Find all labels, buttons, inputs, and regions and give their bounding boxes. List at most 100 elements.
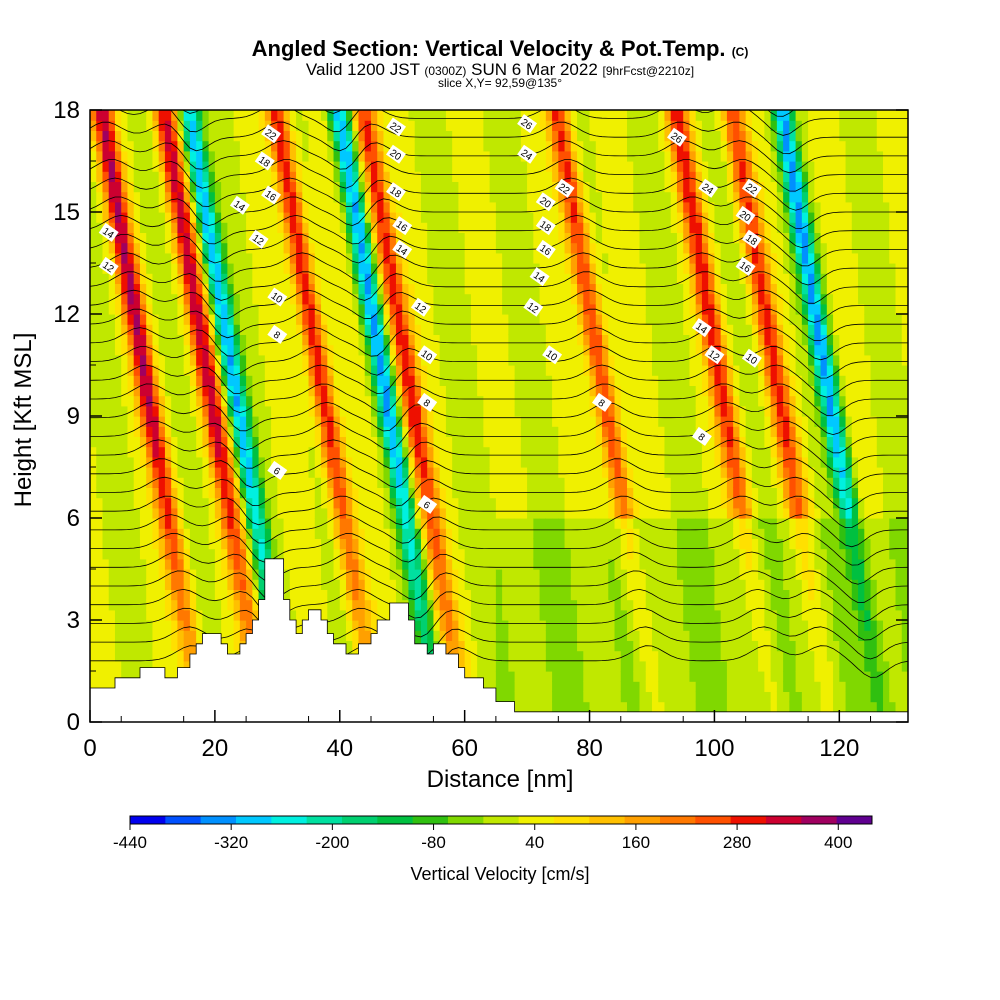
- velocity-cell: [146, 110, 154, 121]
- velocity-cell: [539, 426, 547, 437]
- velocity-cell: [308, 548, 316, 560]
- velocity-cell: [383, 324, 391, 335]
- velocity-cell: [527, 201, 534, 213]
- velocity-cell: [258, 365, 266, 376]
- velocity-cell: [146, 365, 154, 376]
- velocity-cell: [152, 589, 160, 601]
- velocity-cell: [583, 263, 591, 274]
- velocity-cell: [302, 507, 310, 519]
- velocity-cell: [146, 334, 154, 346]
- velocity-cell: [439, 324, 447, 335]
- velocity-cell: [333, 446, 341, 458]
- velocity-cell: [383, 140, 391, 152]
- velocity-cell: [202, 120, 210, 131]
- velocity-cell: [214, 548, 222, 560]
- velocity-cell: [202, 487, 210, 499]
- velocity-cell: [196, 150, 203, 162]
- velocity-cell: [364, 201, 372, 213]
- velocity-cell: [233, 436, 241, 448]
- velocity-cell: [321, 150, 328, 162]
- velocity-cell: [252, 365, 260, 376]
- velocity-cell: [146, 569, 154, 580]
- velocity-cell: [233, 599, 241, 611]
- velocity-cell: [90, 263, 97, 274]
- velocity-cell: [414, 599, 422, 611]
- velocity-cell: [96, 395, 104, 407]
- velocity-cell: [264, 354, 272, 366]
- velocity-cell: [96, 181, 104, 193]
- velocity-cell: [239, 589, 247, 601]
- velocity-cell: [589, 446, 597, 458]
- velocity-cell: [108, 467, 116, 478]
- velocity-cell: [121, 150, 129, 162]
- velocity-cell: [602, 344, 609, 356]
- velocity-cell: [233, 477, 241, 488]
- velocity-cell: [564, 140, 572, 152]
- velocity-cell: [514, 558, 522, 570]
- velocity-cell: [558, 191, 566, 203]
- velocity-cell: [252, 599, 260, 611]
- velocity-cell: [283, 161, 291, 172]
- velocity-cell: [264, 507, 272, 519]
- velocity-cell: [589, 538, 597, 550]
- velocity-cell: [202, 273, 210, 284]
- velocity-cell: [183, 273, 191, 284]
- velocity-cell: [545, 354, 553, 366]
- velocity-cell: [370, 405, 378, 417]
- velocity-cell: [90, 150, 97, 162]
- velocity-cell: [183, 395, 191, 407]
- velocity-cell: [221, 416, 228, 427]
- velocity-cell: [383, 426, 391, 437]
- velocity-cell: [333, 222, 341, 233]
- velocity-cell: [171, 405, 179, 417]
- velocity-cell: [564, 477, 572, 488]
- velocity-cell: [589, 467, 597, 478]
- velocity-cell: [439, 538, 447, 550]
- velocity-cell: [233, 395, 241, 407]
- velocity-cell: [283, 518, 291, 529]
- velocity-cell: [508, 507, 516, 519]
- velocity-cell: [252, 181, 260, 193]
- velocity-cell: [527, 222, 534, 233]
- velocity-cell: [595, 130, 603, 142]
- velocity-cell: [483, 538, 491, 550]
- velocity-cell: [96, 191, 104, 203]
- velocity-cell: [483, 528, 491, 539]
- velocity-cell: [139, 242, 147, 254]
- velocity-cell: [383, 518, 391, 529]
- velocity-cell: [589, 191, 597, 203]
- velocity-cell: [433, 283, 441, 295]
- velocity-cell: [183, 375, 191, 386]
- velocity-cell: [558, 579, 566, 590]
- velocity-cell: [127, 314, 135, 325]
- velocity-cell: [464, 161, 472, 172]
- velocity-cell: [146, 446, 154, 458]
- velocity-cell: [564, 518, 572, 529]
- velocity-cell: [539, 232, 547, 244]
- velocity-cell: [102, 110, 110, 121]
- velocity-cell: [221, 446, 228, 458]
- velocity-cell: [539, 456, 547, 468]
- velocity-cell: [121, 191, 129, 203]
- velocity-cell: [158, 385, 166, 397]
- velocity-cell: [158, 640, 166, 652]
- velocity-cell: [333, 487, 341, 499]
- velocity-cell: [383, 497, 391, 509]
- velocity-cell: [202, 477, 210, 488]
- velocity-cell: [539, 467, 547, 478]
- velocity-cell: [420, 140, 428, 152]
- velocity-cell: [314, 395, 322, 407]
- velocity-cell: [552, 110, 559, 121]
- velocity-cell: [502, 385, 509, 397]
- velocity-cell: [483, 252, 491, 264]
- velocity-cell: [158, 171, 166, 182]
- velocity-cell: [489, 497, 497, 509]
- velocity-cell: [327, 487, 335, 499]
- velocity-cell: [139, 436, 147, 448]
- velocity-cell: [252, 497, 260, 509]
- velocity-cell: [389, 467, 397, 478]
- velocity-cell: [520, 365, 528, 376]
- velocity-cell: [321, 334, 328, 346]
- velocity-cell: [121, 314, 129, 325]
- velocity-cell: [139, 456, 147, 468]
